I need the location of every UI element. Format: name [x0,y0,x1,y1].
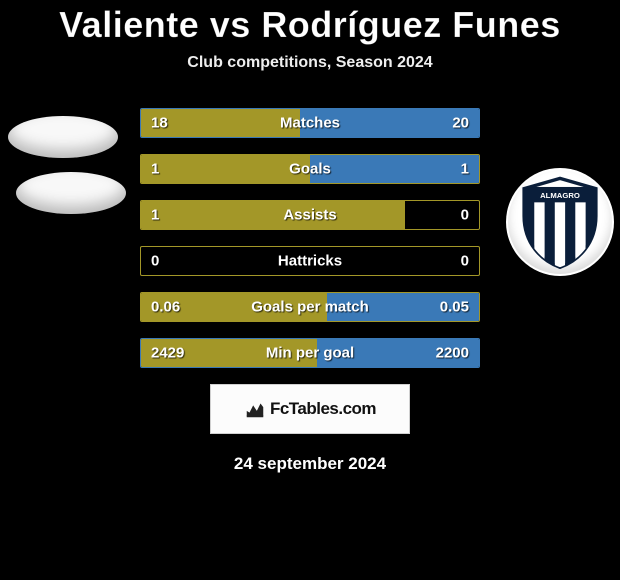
vs-label: vs [210,4,251,45]
date-label: 24 september 2024 [0,454,620,474]
value-right: 2200 [436,345,469,362]
shield-icon: ALMAGRO [517,175,603,269]
stat-row: 1 1 Goals [140,154,480,184]
stats-rows: 18 20 Matches 1 1 Goals 1 0 Assists 0 0 Hattricks 0.… [140,108,480,368]
bar-left [141,201,405,229]
stat-label: Hattricks [278,253,342,270]
stat-label: Min per goal [266,345,354,362]
value-left: 0.06 [151,299,180,316]
player-right-name: Rodríguez Funes [261,4,561,45]
value-left: 2429 [151,345,184,362]
value-left: 18 [151,115,168,132]
value-left: 0 [151,253,159,270]
chart-icon [244,398,266,420]
value-right: 0 [461,207,469,224]
bar-right [310,155,479,183]
value-right: 0 [461,253,469,270]
stat-row: 18 20 Matches [140,108,480,138]
stat-label: Goals [289,161,331,178]
player-left-name: Valiente [59,4,199,45]
value-right: 20 [452,115,469,132]
shield-text: ALMAGRO [540,191,580,200]
stat-row: 1 0 Assists [140,200,480,230]
page-title: Valiente vs Rodríguez Funes [0,4,620,46]
brand-text: FcTables.com [270,399,376,419]
brand-badge: FcTables.com [210,384,410,434]
bar-left [141,155,310,183]
value-left: 1 [151,161,159,178]
stat-label: Goals per match [251,299,369,316]
value-left: 1 [151,207,159,224]
value-right: 0.05 [440,299,469,316]
stat-label: Matches [280,115,340,132]
left-club-badge-2 [16,172,126,214]
stat-row: 2429 2200 Min per goal [140,338,480,368]
right-club-shield: ALMAGRO [508,170,612,274]
left-club-badge-1 [8,116,118,158]
stat-label: Assists [283,207,336,224]
stat-row: 0.06 0.05 Goals per match [140,292,480,322]
subtitle: Club competitions, Season 2024 [0,54,620,72]
value-right: 1 [461,161,469,178]
stat-row: 0 0 Hattricks [140,246,480,276]
